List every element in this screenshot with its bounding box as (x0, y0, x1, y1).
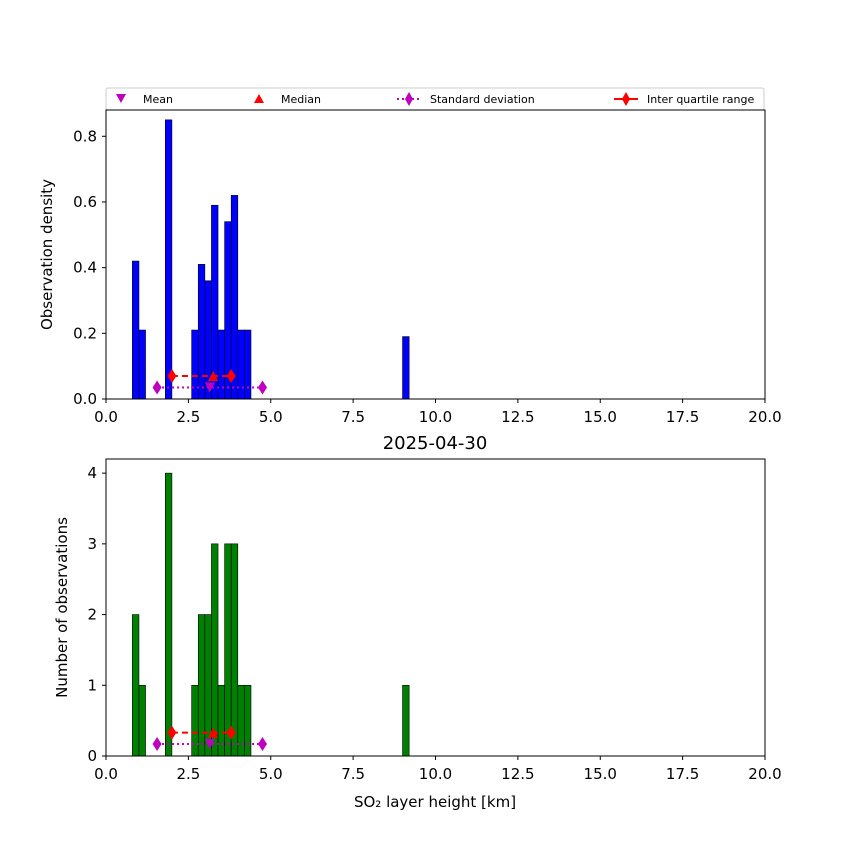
histogram-bar (211, 543, 219, 757)
top-ticks: 0.0 2.5 5.0 7.5 10.0 12.5 15.0 17.5 20.0 0.0 0.2 0.… (73, 127, 782, 426)
histogram-bar (132, 260, 140, 400)
histogram-bar (230, 195, 239, 400)
bottom-chart-title: 2025-04-30 (383, 433, 488, 454)
histogram-bar (244, 329, 252, 400)
legend-item-iqr: Inter quartile range (614, 92, 754, 106)
x-tick-label: 5.0 (259, 408, 283, 426)
histogram-bar (402, 336, 410, 400)
histogram-bar (402, 684, 410, 757)
x-tick-label: 0.0 (94, 408, 118, 426)
median-marker (208, 371, 219, 382)
iqr-upper-marker (226, 725, 236, 740)
legend: Mean Median Standard deviation Inter qua… (105, 87, 765, 111)
histogram-bar (191, 684, 199, 757)
y-tick-label: 0.6 (73, 193, 97, 211)
legend-item-std: Standard deviation (397, 92, 535, 106)
x-tick-label: 15.0 (584, 765, 617, 783)
y-tick-label: 1 (87, 676, 97, 694)
x-tick-label: 0.0 (94, 765, 118, 783)
histogram-bar (244, 684, 252, 757)
histogram-bar (165, 119, 173, 400)
x-tick-label: 10.0 (419, 408, 452, 426)
bottom-panel: 2025-04-30 0.0 2.5 5.0 7.5 10.0 12.5 15.0 17.5 2… (53, 433, 782, 811)
histogram-bar (230, 543, 239, 757)
legend-label-std: Standard deviation (430, 93, 535, 106)
histogram-bar (165, 472, 173, 757)
histogram-bar (197, 264, 206, 400)
legend-item-median: Median (254, 93, 321, 106)
x-tick-label: 17.5 (666, 765, 699, 783)
mean-marker (204, 738, 215, 749)
bottom-y-axis-label: Number of observations (53, 517, 71, 698)
bottom-x-axis-label: SO₂ layer height [km] (354, 793, 516, 811)
histogram-bar (138, 684, 146, 757)
bottom-ticks: 0.0 2.5 5.0 7.5 10.0 12.5 15.0 17.5 20.0 0 1 2 3 4 (87, 464, 781, 783)
legend-label-median: Median (281, 93, 321, 106)
histogram-bar (237, 684, 245, 757)
histogram-bar (138, 329, 146, 400)
histogram-bar (197, 614, 206, 757)
y-tick-label: 4 (87, 464, 97, 482)
x-tick-label: 12.5 (501, 765, 534, 783)
x-tick-label: 7.5 (341, 408, 365, 426)
histogram-bar (237, 329, 245, 400)
histogram-bar (204, 280, 212, 400)
y-tick-label: 0.8 (73, 127, 97, 145)
x-tick-label: 17.5 (666, 408, 699, 426)
legend-label-mean: Mean (143, 93, 173, 106)
std-lower-marker (152, 380, 162, 395)
y-tick-label: 0 (87, 747, 97, 765)
x-tick-label: 2.5 (176, 408, 200, 426)
y-tick-label: 2 (87, 606, 97, 624)
triangle-up-icon (254, 94, 264, 103)
top-y-axis-label: Observation density (38, 179, 56, 330)
top-panel: 0.0 2.5 5.0 7.5 10.0 12.5 15.0 17.5 20.0 0.0 0.2 0.… (38, 109, 782, 426)
y-tick-label: 0.2 (73, 324, 97, 342)
x-tick-label: 12.5 (501, 408, 534, 426)
histogram-bar (191, 329, 199, 400)
histogram-bar (211, 204, 219, 400)
diamond-icon (405, 92, 413, 106)
legend-label-iqr: Inter quartile range (647, 93, 754, 106)
x-tick-label: 20.0 (748, 408, 781, 426)
mean-marker (204, 382, 215, 393)
std-upper-marker (258, 380, 268, 395)
std-upper-marker (258, 736, 268, 751)
x-tick-label: 20.0 (748, 765, 781, 783)
histogram-bar (224, 543, 232, 757)
y-tick-label: 0.4 (73, 259, 97, 277)
histogram-bar (217, 329, 225, 400)
x-tick-label: 5.0 (259, 765, 283, 783)
median-marker (208, 727, 219, 738)
x-tick-label: 15.0 (584, 408, 617, 426)
histogram-bar (217, 684, 225, 757)
iqr-lower-marker (167, 369, 177, 384)
iqr-lower-marker (167, 725, 177, 740)
diamond-icon (622, 92, 630, 106)
iqr-upper-marker (226, 369, 236, 384)
bottom-plot-area (132, 472, 410, 757)
x-tick-label: 10.0 (419, 765, 452, 783)
x-tick-label: 7.5 (341, 765, 365, 783)
legend-item-mean: Mean (116, 93, 173, 106)
triangle-down-icon (116, 94, 126, 103)
std-lower-marker (152, 736, 162, 751)
y-tick-label: 3 (87, 535, 97, 553)
y-tick-label: 0.0 (73, 390, 97, 408)
histogram-bar (132, 614, 140, 757)
x-tick-label: 2.5 (176, 765, 200, 783)
